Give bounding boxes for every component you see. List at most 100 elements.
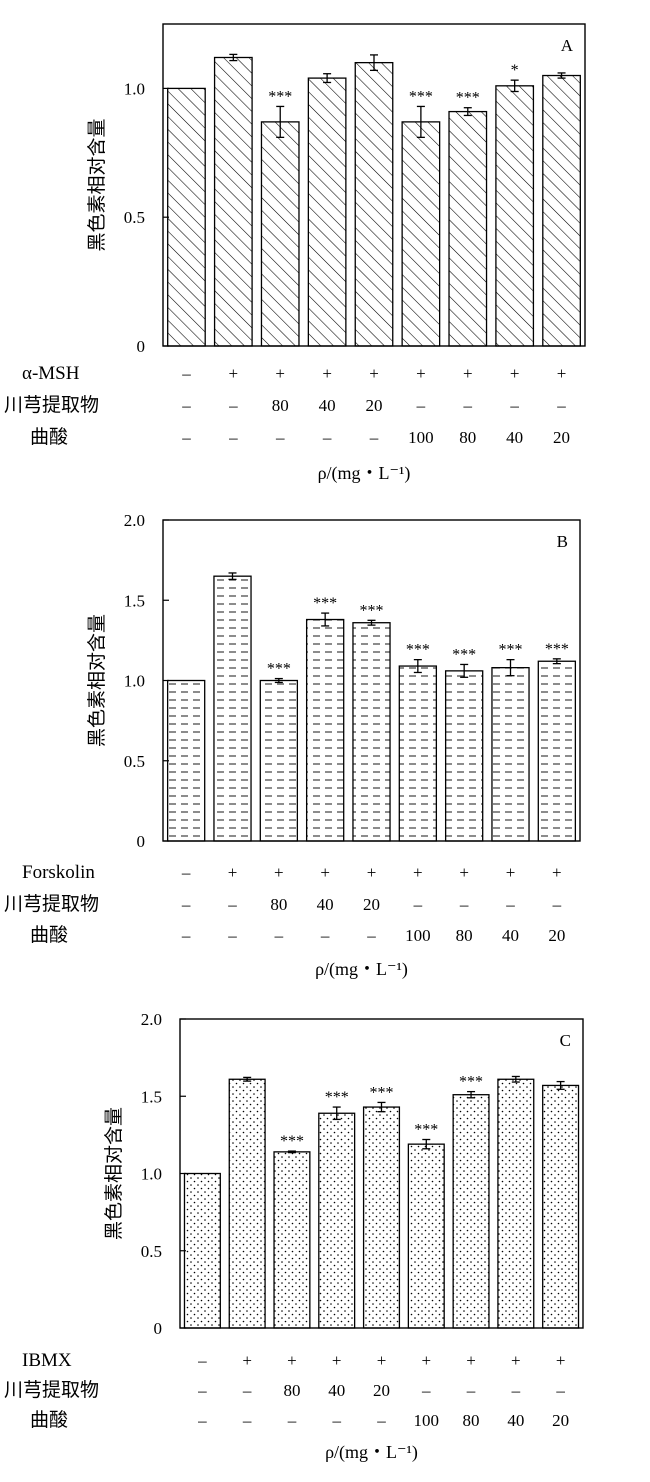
treatment-cell: + (242, 1351, 252, 1370)
bar (401, 121, 441, 347)
treatment-cell: – (181, 926, 191, 945)
treatment-cell: – (228, 396, 238, 415)
treatment-cell: + (367, 863, 377, 882)
treatment-cell: + (416, 364, 426, 383)
significance-marker: *** (370, 1084, 394, 1101)
treatment-cell: 40 (317, 895, 334, 914)
significance-marker: *** (268, 88, 292, 105)
treatment-cell: 80 (272, 396, 289, 415)
y-tick-label: 1.0 (141, 1165, 162, 1184)
panel-label: A (561, 36, 574, 55)
treatment-cell: 80 (456, 926, 473, 945)
treatment-cell: – (228, 428, 238, 447)
bar (213, 56, 253, 347)
x-axis-label: ρ/(mg・L⁻¹) (325, 1442, 418, 1463)
bar (448, 110, 488, 347)
treatment-cell: + (377, 1351, 387, 1370)
treatment-cell: 20 (548, 926, 565, 945)
significance-marker: *** (280, 1133, 304, 1150)
significance-marker: *** (406, 642, 430, 659)
treatment-cell: + (369, 364, 379, 383)
y-tick-label: 0.5 (124, 752, 145, 771)
significance-marker: *** (409, 88, 433, 105)
bar (228, 1078, 266, 1329)
treatment-cell: + (332, 1351, 342, 1370)
y-tick-label: 1.0 (124, 672, 145, 691)
treatment-cell: 40 (502, 926, 519, 945)
x-axis-label: ρ/(mg・L⁻¹) (318, 463, 411, 484)
treatment-cell: 20 (553, 428, 570, 447)
treatment-cell: + (320, 863, 330, 882)
treatment-cell: – (320, 926, 330, 945)
bar (318, 1112, 356, 1329)
bar (305, 618, 345, 842)
treatment-cell: – (242, 1411, 252, 1430)
significance-marker: *** (313, 595, 337, 612)
treatment-cell: + (557, 364, 567, 383)
bar (273, 1151, 311, 1329)
treatment-cell: – (509, 396, 519, 415)
treatment-cell: + (552, 863, 562, 882)
bar (542, 1084, 580, 1329)
treatment-cell: – (369, 428, 379, 447)
chart-panel-C: *** *** *** *** *** 0 0.5 1.0 1.5 2.0 C 黑色素相对含量 IBMX… (4, 1010, 584, 1463)
treatment-cell: + (421, 1351, 431, 1370)
treatment-cell: – (366, 926, 376, 945)
bar (491, 667, 530, 842)
treatment-row-label: IBMX (22, 1350, 72, 1371)
treatment-cell: – (552, 895, 562, 914)
treatment-cell: + (413, 863, 423, 882)
bar (537, 660, 577, 842)
y-tick-label: 0 (154, 1319, 163, 1338)
treatment-cell: – (421, 1381, 431, 1400)
significance-marker: *** (459, 1074, 483, 1091)
treatment-cell: 80 (463, 1411, 480, 1430)
significance-marker: *** (267, 661, 291, 678)
significance-marker: *** (456, 90, 480, 107)
y-tick-label: 1.5 (124, 591, 145, 610)
treatment-cell: 40 (506, 428, 523, 447)
significance-marker: *** (325, 1089, 349, 1106)
treatment-cell: – (505, 895, 515, 914)
treatment-row-label: 曲酸 (30, 426, 68, 448)
treatment-cell: – (181, 895, 191, 914)
treatment-cell: – (511, 1381, 521, 1400)
treatment-cell: 80 (283, 1381, 300, 1400)
bar (352, 622, 391, 842)
treatment-row-label: 川芎提取物 (4, 1379, 99, 1401)
treatment-cell: 100 (408, 428, 434, 447)
treatment-cell: – (466, 1381, 476, 1400)
treatment-cell: 20 (366, 396, 383, 415)
treatment-cell: – (413, 895, 423, 914)
treatment-cell: + (228, 863, 238, 882)
bar (542, 74, 581, 347)
treatment-cell: – (227, 926, 237, 945)
treatment-cell: – (181, 428, 191, 447)
bar (362, 1106, 401, 1329)
treatment-cell: + (466, 1351, 476, 1370)
bar (260, 121, 300, 347)
treatment-cell: – (459, 895, 469, 914)
bar (407, 1143, 445, 1329)
treatment-cell: + (511, 1351, 521, 1370)
bar (183, 1172, 221, 1329)
bar (307, 77, 347, 347)
treatment-cell: – (322, 428, 332, 447)
treatment-cell: – (416, 396, 426, 415)
treatment-cell: – (555, 1381, 565, 1400)
significance-marker: *** (360, 602, 384, 619)
bar (259, 679, 299, 842)
y-tick-label: 2.0 (141, 1010, 162, 1029)
treatment-cell: + (274, 863, 284, 882)
treatment-cell: 80 (270, 895, 287, 914)
treatment-cell: – (242, 1381, 252, 1400)
treatment-cell: 40 (319, 396, 336, 415)
treatment-row-label: 曲酸 (30, 1409, 68, 1431)
treatment-cell: 100 (405, 926, 431, 945)
y-tick-label: 1.0 (124, 79, 145, 98)
significance-marker: *** (545, 641, 569, 658)
treatment-cell: – (556, 396, 566, 415)
treatment-cell: – (181, 364, 191, 383)
treatment-cell: – (197, 1411, 207, 1430)
